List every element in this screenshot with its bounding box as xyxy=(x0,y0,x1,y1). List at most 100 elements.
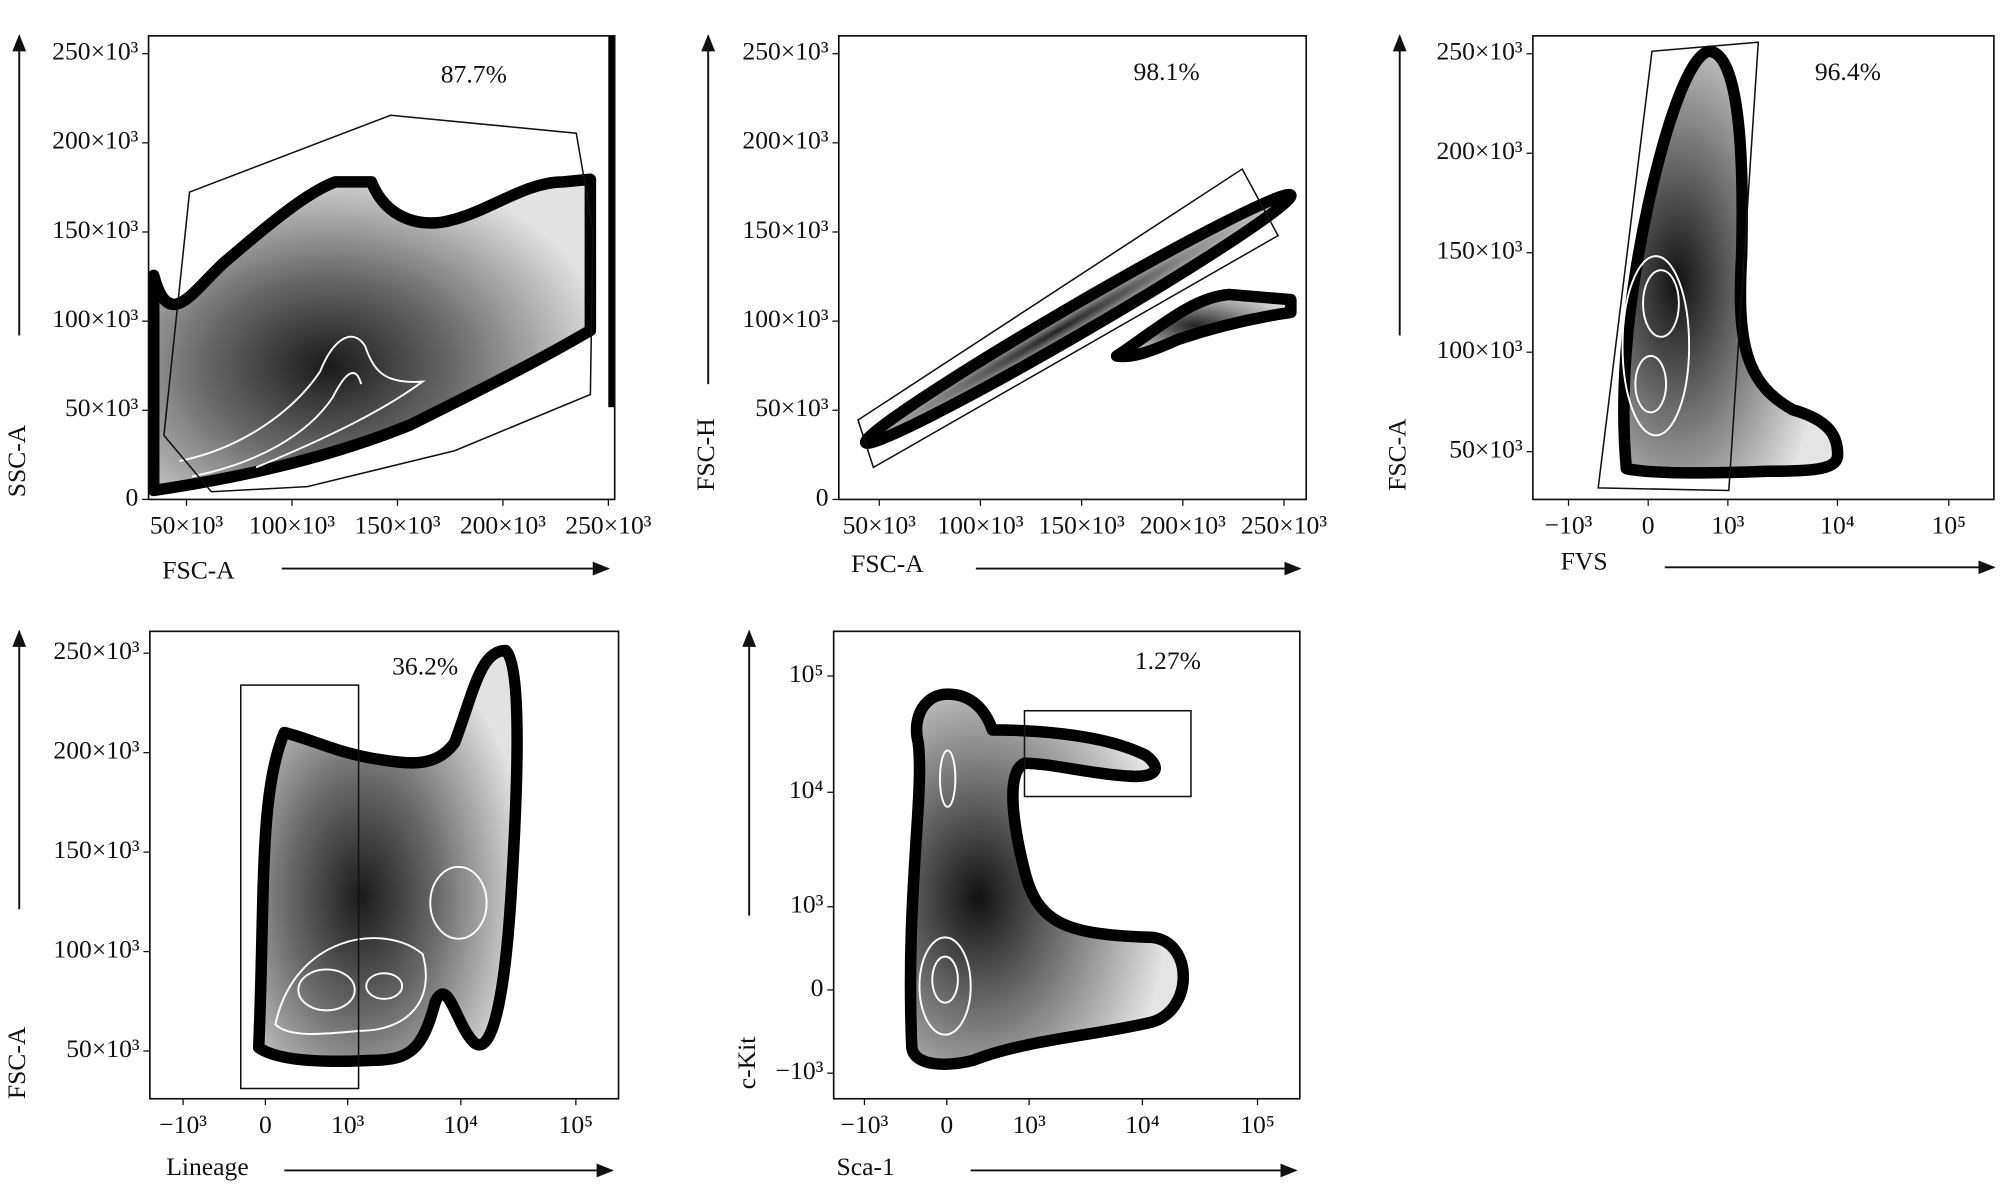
gate-percentage: 98.1% xyxy=(1134,57,1200,86)
y-axis-label: SSC-A xyxy=(2,424,31,497)
y-tick-label: −10³ xyxy=(776,1056,824,1085)
plot-frame xyxy=(147,35,616,501)
y-tick-label: 200×10³ xyxy=(742,126,828,155)
y-tick-label: 10⁴ xyxy=(789,775,824,804)
y-tick-label: 200×10³ xyxy=(52,126,138,155)
gate xyxy=(857,167,1280,469)
x-tick-label: 50×10³ xyxy=(843,510,917,539)
y-tick-label: 150×10³ xyxy=(52,215,138,244)
density-edge xyxy=(608,35,615,408)
gate-percentage: 1.27% xyxy=(1135,646,1201,675)
x-tick-label: 10⁴ xyxy=(1125,1110,1160,1139)
gate xyxy=(239,684,360,1090)
y-tick-label: 150×10³ xyxy=(742,215,828,244)
y-tick-label: 100×10³ xyxy=(1436,335,1522,364)
x-tick-label: 10⁵ xyxy=(559,1110,594,1139)
y-tick-label: 100×10³ xyxy=(52,304,138,333)
x-axis-label: FSC-A xyxy=(162,555,235,584)
plot-frame xyxy=(1532,35,1995,501)
plot-frame xyxy=(149,630,620,1100)
y-tick-label: 200×10³ xyxy=(1436,136,1522,165)
density-contour xyxy=(429,866,488,940)
x-tick-label: 10³ xyxy=(331,1110,365,1139)
x-axis-label: Lineage xyxy=(166,1152,248,1181)
density-plot xyxy=(857,167,1297,469)
density-contour xyxy=(931,955,959,1004)
y-tick-label: 50×10³ xyxy=(755,393,829,422)
density-contour xyxy=(297,968,356,1012)
y-tick-label: 50×10³ xyxy=(66,1034,140,1063)
y-tick-label: 100×10³ xyxy=(742,304,828,333)
y-tick-label: 10³ xyxy=(790,890,824,919)
y-axis-label: FSC-A xyxy=(1383,418,1412,491)
y-tick-label: 100×10³ xyxy=(53,934,139,963)
plot-frame xyxy=(837,35,1308,501)
y-tick-label: 0 xyxy=(126,482,139,511)
x-tick-label: 100×10³ xyxy=(937,510,1023,539)
gate xyxy=(163,114,594,493)
x-tick-label: 0 xyxy=(940,1110,953,1139)
x-tick-label: 10⁴ xyxy=(444,1110,479,1139)
density-contour xyxy=(191,372,363,478)
y-axis-label: FSC-A xyxy=(2,1026,31,1099)
x-axis-label: FSC-A xyxy=(851,549,924,578)
y-tick-label: 0 xyxy=(811,973,824,1002)
x-tick-label: −10³ xyxy=(1545,510,1593,539)
density-plot xyxy=(147,35,615,497)
y-tick-label: 250×10³ xyxy=(742,37,828,66)
x-tick-label: 50×10³ xyxy=(150,510,224,539)
x-tick-label: −10³ xyxy=(159,1110,207,1139)
x-tick-label: 0 xyxy=(1642,510,1655,539)
x-tick-label: 10⁵ xyxy=(1932,510,1967,539)
y-tick-label: 50×10³ xyxy=(1449,435,1523,464)
density-region xyxy=(147,173,597,497)
y-tick-label: 150×10³ xyxy=(53,835,139,864)
x-tick-label: 10⁴ xyxy=(1820,510,1855,539)
x-tick-label: 0 xyxy=(259,1110,272,1139)
x-tick-label: −10³ xyxy=(841,1110,889,1139)
plot-frame xyxy=(832,630,1301,1100)
y-tick-label: 0 xyxy=(816,482,829,511)
y-tick-label: 250×10³ xyxy=(53,636,139,665)
density-contour xyxy=(365,972,404,1000)
density-contour xyxy=(1634,355,1668,414)
y-tick-label: 150×10³ xyxy=(1436,236,1522,265)
y-tick-label: 250×10³ xyxy=(1436,37,1522,66)
x-tick-label: 100×10³ xyxy=(249,510,335,539)
y-tick-label: 50×10³ xyxy=(65,393,139,422)
x-tick-label: 150×10³ xyxy=(1039,510,1125,539)
x-tick-label: 150×10³ xyxy=(354,510,440,539)
x-axis-label: Sca-1 xyxy=(837,1152,895,1181)
density-contour xyxy=(1642,269,1680,338)
y-tick-label: 10⁵ xyxy=(789,659,824,688)
density-region xyxy=(252,644,523,1067)
density-plot xyxy=(239,644,523,1090)
density-plot xyxy=(904,688,1192,1070)
x-tick-label: 200×10³ xyxy=(1140,510,1226,539)
x-tick-label: 250×10³ xyxy=(565,510,651,539)
gate xyxy=(1023,709,1192,798)
density-contour xyxy=(918,936,972,1036)
y-tick-label: 200×10³ xyxy=(53,736,139,765)
x-axis-label: FVS xyxy=(1561,546,1608,575)
gate-percentage: 36.2% xyxy=(392,651,458,680)
y-axis-label: c-Kit xyxy=(732,1037,761,1090)
y-tick-label: 250×10³ xyxy=(52,37,138,66)
density-region xyxy=(1110,288,1297,363)
density-region xyxy=(904,688,1189,1070)
gate-percentage: 87.7% xyxy=(441,60,507,89)
x-tick-label: 200×10³ xyxy=(460,510,546,539)
x-tick-label: 250×10³ xyxy=(1241,510,1327,539)
x-tick-label: 10⁵ xyxy=(1240,1110,1275,1139)
gate xyxy=(1597,41,1760,492)
gate-percentage: 96.4% xyxy=(1815,57,1881,86)
density-plot xyxy=(1597,41,1844,492)
density-contour xyxy=(939,749,957,808)
density-contour xyxy=(1621,255,1691,437)
density-region xyxy=(1618,45,1844,479)
x-tick-label: 10³ xyxy=(1013,1110,1047,1139)
x-tick-label: 10³ xyxy=(1711,510,1745,539)
density-contour xyxy=(179,335,426,469)
